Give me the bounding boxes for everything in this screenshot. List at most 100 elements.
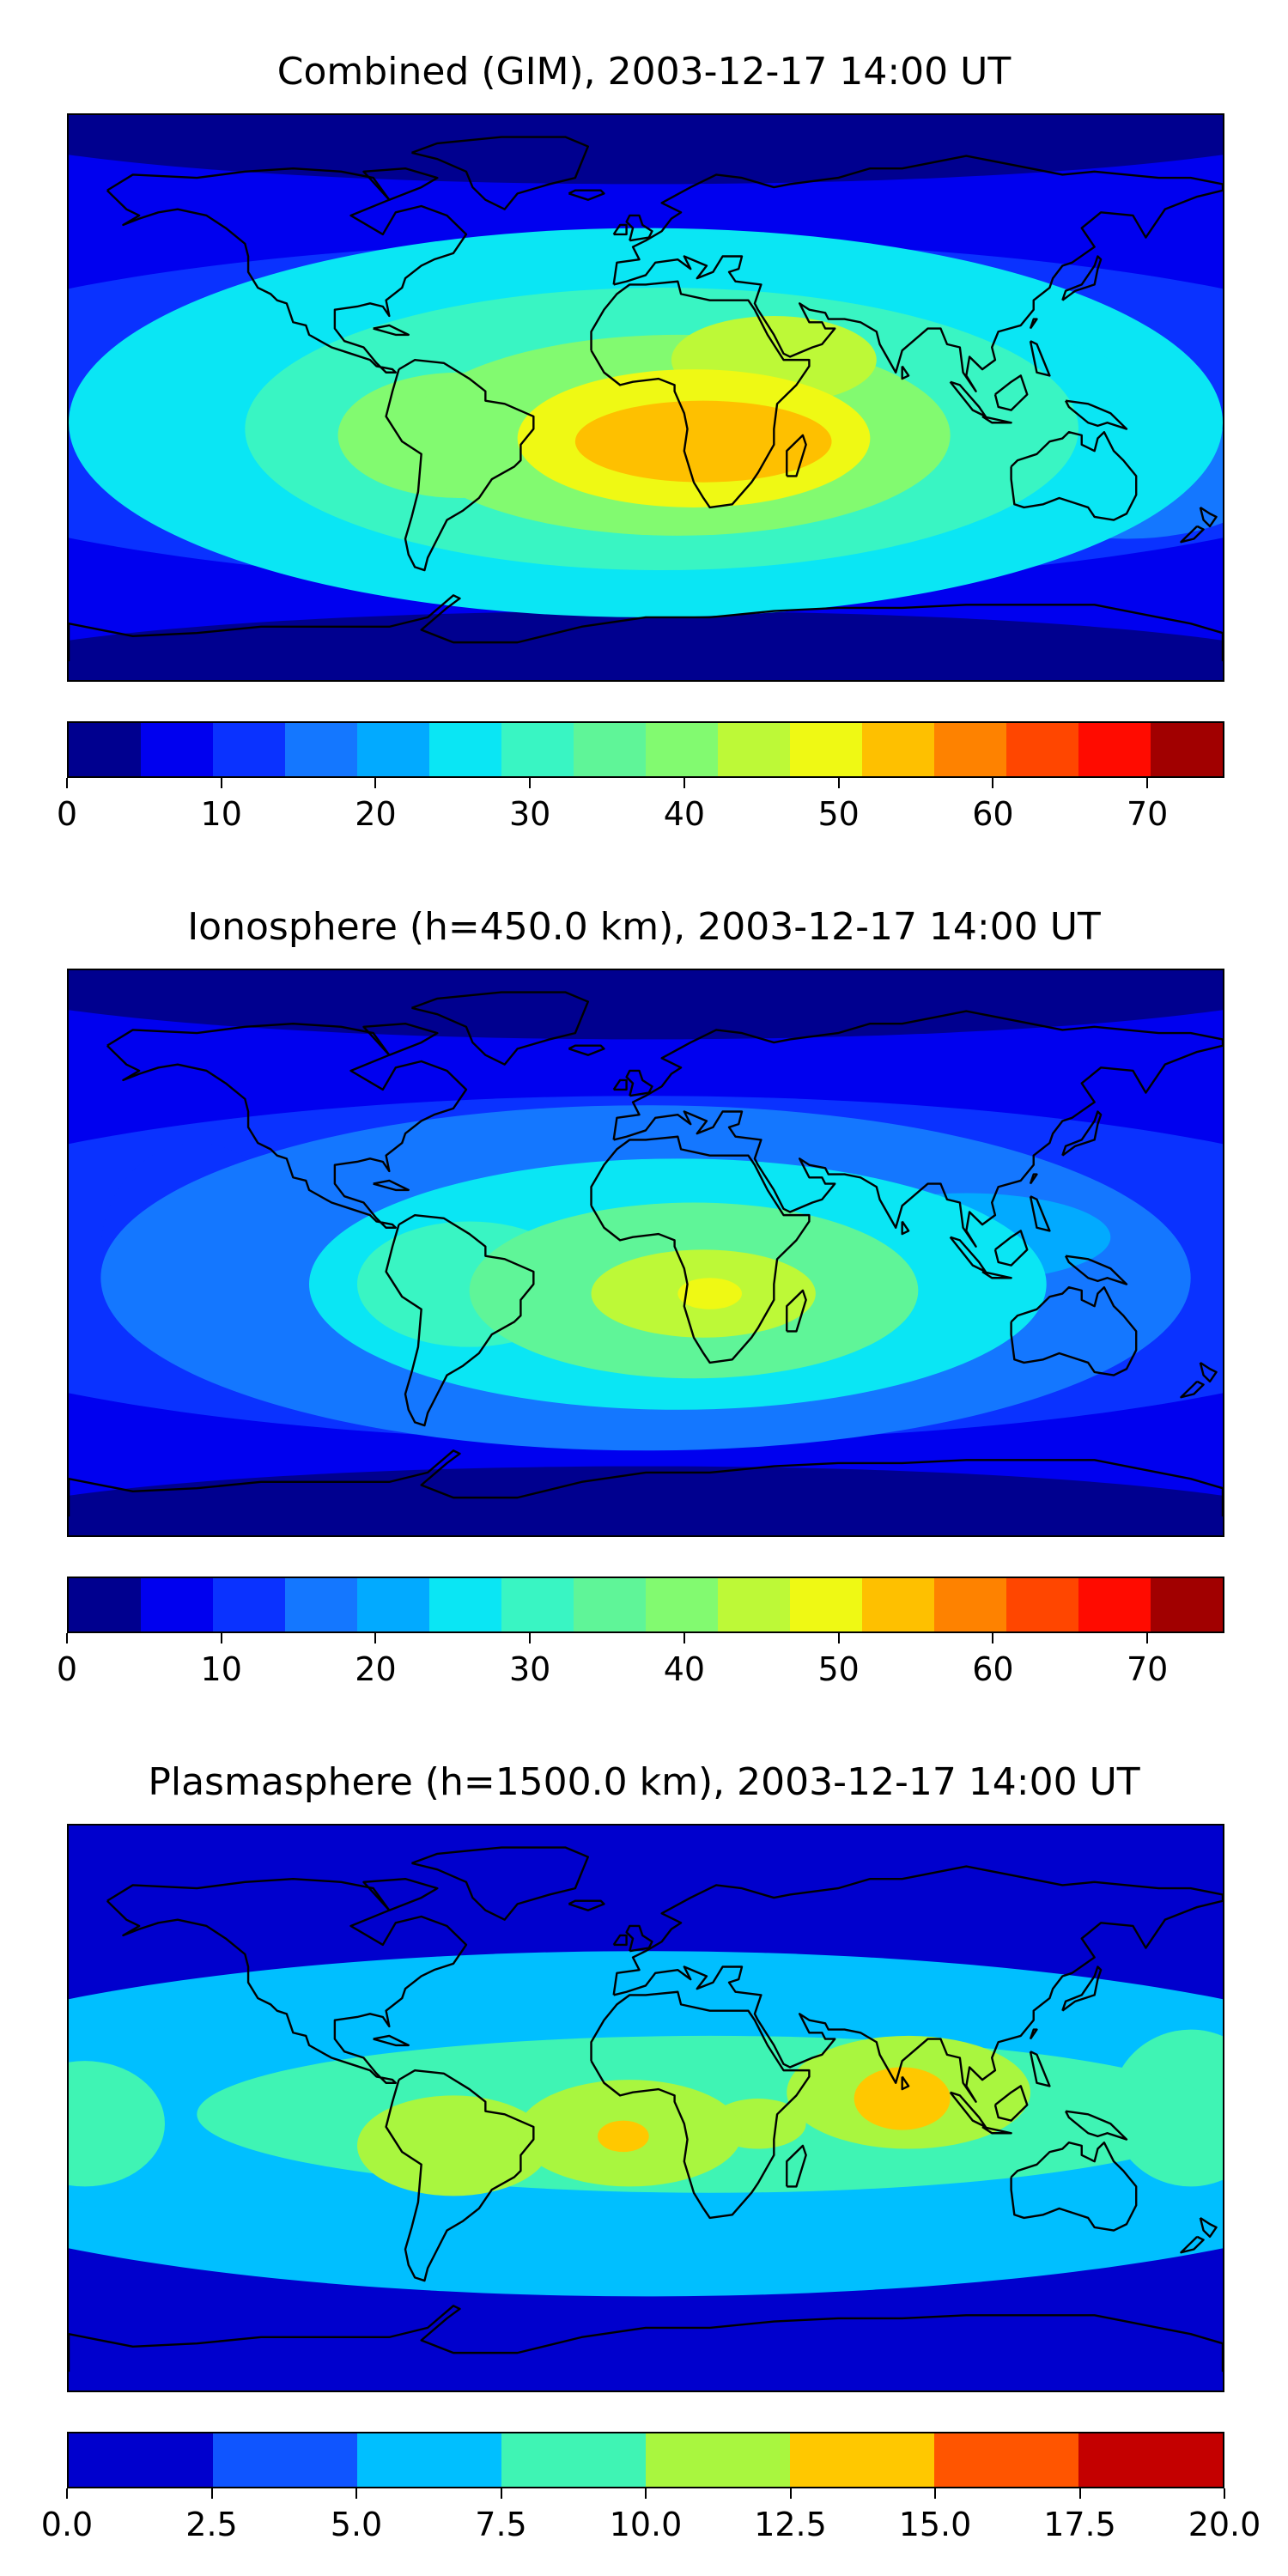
colorbar-tick-mark	[374, 1633, 377, 1643]
coastline-java	[982, 416, 1012, 422]
coastline-borneo	[995, 1230, 1027, 1265]
colorbar-tick-label: 70	[1126, 795, 1169, 833]
coastline-australia	[1012, 2142, 1137, 2230]
colorbar	[67, 1577, 1224, 1633]
contour-region	[598, 2120, 649, 2153]
colorbar-tick-mark	[645, 2488, 647, 2499]
colorbar-segment	[862, 1578, 934, 1631]
coastline-greenland	[411, 1848, 587, 1920]
coastline-uk	[627, 1926, 653, 1951]
colorbar-tick-mark	[1146, 1633, 1149, 1643]
coastline-madagascar	[787, 2146, 805, 2187]
colorbar-tick-mark	[529, 1633, 532, 1643]
tec-map	[67, 113, 1224, 682]
polar-cap	[69, 2321, 1223, 2391]
chart-title: Combined (GIM), 2003-12-17 14:00 UT	[276, 50, 1012, 94]
chart-title: Ionosphere (h=450.0 km), 2003-12-17 14:0…	[187, 905, 1101, 949]
coastline-taiwan	[1030, 2030, 1036, 2039]
colorbar-tick-mark	[220, 778, 222, 788]
coastline-africa	[592, 1137, 810, 1363]
coastline-sumatra	[951, 2093, 986, 2127]
coastline-south-america	[386, 1215, 534, 1425]
colorbar-tick-mark	[66, 1633, 68, 1643]
map-svg	[69, 970, 1223, 1535]
colorbar-ticks: 0 10 20 30 40 50 60 70	[57, 778, 1224, 833]
colorbar-segment	[790, 2433, 934, 2487]
coastline-ireland	[614, 1080, 627, 1090]
colorbar	[67, 2432, 1224, 2488]
colorbar-segment	[934, 2433, 1078, 2487]
colorbar-tick-label: 40	[663, 795, 706, 833]
polar-cap	[69, 1826, 1223, 1895]
coastline-new-zealand-s	[1181, 526, 1203, 542]
colorbar-tick-mark	[529, 778, 532, 788]
coastline-antarctica	[69, 1450, 1223, 1516]
colorbar-tick-label: 15.0	[898, 2506, 972, 2543]
colorbar-segment	[69, 723, 141, 776]
polar-cap	[69, 970, 1223, 1040]
coastline-madagascar	[787, 435, 805, 477]
colorbar-segment	[69, 2433, 213, 2487]
colorbar-tick-label: 5.0	[330, 2506, 383, 2543]
coastline-new-zealand-n	[1200, 2218, 1217, 2237]
coastline-cuba	[374, 2036, 409, 2045]
coastline-sri-lanka	[902, 366, 908, 379]
colorbar-tick-label: 30	[509, 1650, 551, 1688]
colorbar-tick-label: 20	[355, 1650, 397, 1688]
coastline-new-guinea	[1066, 1256, 1127, 1285]
colorbar-segment	[574, 1578, 646, 1631]
coastline-borneo	[995, 375, 1027, 410]
colorbar-segment	[1078, 2433, 1223, 2487]
colorbar-segment	[213, 2433, 357, 2487]
colorbar-segment	[1078, 1578, 1151, 1631]
coastline-new-zealand-s	[1181, 1382, 1203, 1397]
polar-cap	[69, 611, 1223, 680]
colorbar-tick-label: 17.5	[1043, 2506, 1116, 2543]
coastline-new-zealand-n	[1200, 507, 1217, 526]
coastline-philippines	[1030, 1196, 1049, 1230]
colorbar-tick-label: 60	[972, 1650, 1014, 1688]
colorbar-segment	[646, 723, 718, 776]
coastline-greenland	[411, 137, 587, 210]
coastline-north-america	[107, 168, 466, 373]
coastline-africa	[592, 1992, 810, 2218]
colorbar-tick-mark	[934, 2488, 936, 2499]
coastline-philippines	[1030, 341, 1049, 375]
colorbar-tick-mark	[374, 778, 377, 788]
colorbar-segment	[213, 1578, 285, 1631]
colorbar-ticks: 0.0 2.5 5.0 7.5 10.0 12.5 15.0 17.5 20.0	[41, 2488, 1261, 2543]
colorbar-segment	[1006, 723, 1078, 776]
colorbar-segment	[429, 723, 501, 776]
colorbar-tick-mark	[1146, 778, 1149, 788]
coastline-australia	[1012, 432, 1137, 519]
coastline-japan	[1062, 257, 1101, 301]
colorbar-tick-label: 7.5	[475, 2506, 527, 2543]
colorbar-tick-label: 0.0	[40, 2506, 94, 2543]
colorbar-tick-mark	[1224, 2488, 1225, 2499]
colorbar-tick-label: 50	[817, 795, 860, 833]
colorbar-tick-label: 40	[663, 1650, 706, 1688]
colorbar-segment	[1078, 723, 1151, 776]
coastline-antarctica	[69, 2306, 1223, 2372]
coastline-new-guinea	[1066, 2111, 1127, 2140]
coastline-sumatra	[951, 382, 986, 416]
colorbar-segment	[646, 2433, 790, 2487]
colorbar-segment	[69, 1578, 141, 1631]
colorbar-tick-mark	[837, 778, 840, 788]
colorbar	[67, 721, 1224, 778]
map-svg	[69, 1826, 1223, 2391]
colorbar-segment	[574, 723, 646, 776]
polar-cap	[69, 1466, 1223, 1535]
colorbar-tick-mark	[992, 1633, 994, 1643]
coastline-uk	[627, 216, 653, 240]
tec-map	[67, 1824, 1224, 2392]
contour-region	[357, 2095, 550, 2196]
coastline-java	[982, 2127, 1012, 2133]
coastline-sri-lanka	[902, 1221, 908, 1234]
coastline-japan	[1062, 1967, 1101, 2011]
coastline-taiwan	[1030, 319, 1036, 329]
colorbar-tick-label: 0	[56, 795, 78, 833]
coastline-philippines	[1030, 2051, 1049, 2086]
coastline-ireland	[614, 225, 627, 234]
coastline-new-zealand-n	[1200, 1363, 1217, 1382]
